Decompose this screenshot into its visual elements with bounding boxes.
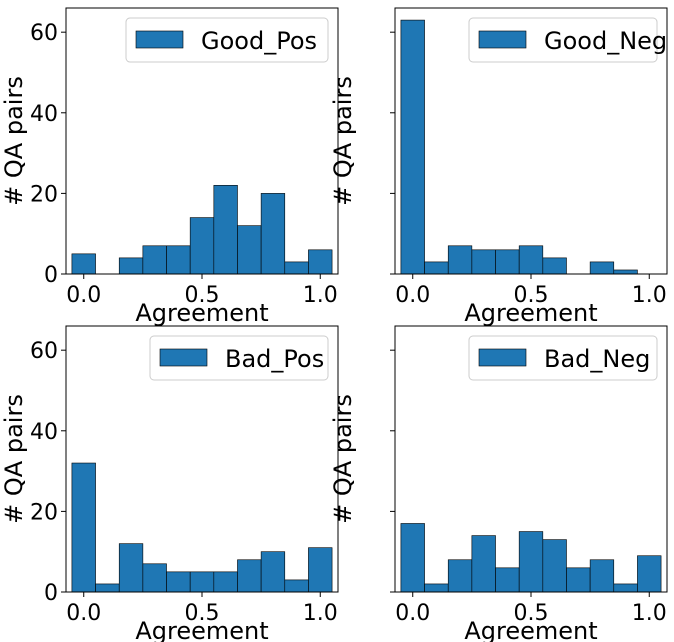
x-axis-label: Agreement [464,617,597,642]
histogram-bar [566,567,591,593]
x-tick-label: 1.0 [303,283,338,308]
x-tick-label: 1.0 [632,283,667,308]
bars [400,523,662,593]
x-axis-label: Agreement [135,617,268,642]
histogram-bar [589,261,615,275]
histogram-bar [166,245,191,275]
bars [71,462,333,593]
y-tick-label: 0 [44,263,58,288]
histogram-bar [166,571,191,593]
histogram-bar [542,257,567,275]
histogram-bar [400,19,425,275]
histogram-panel-2: 0.0 0.5 1.0 Agreement # QA pairs Good_Neg [329,7,668,327]
histogram-bar [95,583,120,593]
y-tick-label: 40 [30,102,58,127]
histogram-bar [189,217,215,275]
legend-box [468,335,658,381]
y-tick-label: 40 [30,420,58,445]
histogram-bar [400,523,425,593]
x-tick-label: 0.0 [66,601,101,626]
y-tick-label: 0 [44,581,58,606]
x-tick-label: 0.5 [185,601,220,626]
histogram-bar [118,257,144,275]
legend-label: Bad_Neg [544,345,650,373]
histogram-bar [613,583,638,593]
histogram-bar [471,535,496,593]
histogram-bar [284,579,309,593]
histogram-bar [424,583,449,593]
histogram-bar [308,249,333,275]
x-tick-label: 0.5 [185,283,220,308]
histogram-bar [237,225,262,275]
legend-box [468,17,658,63]
histogram-bar [589,559,615,593]
histogram-bar [237,559,262,593]
legend-swatch [478,30,527,49]
legend: Bad_Pos [149,335,329,381]
bars [400,19,638,275]
histogram-bar [447,245,473,275]
x-tick-label: 1.0 [303,601,338,626]
y-axis-label: # QA pairs [0,394,28,524]
y-tick-label: 20 [30,500,58,525]
histogram-bar [284,261,309,275]
histogram-bar [637,555,662,593]
x-tick-label: 0.5 [514,283,549,308]
x-axis-label: Agreement [464,299,597,327]
y-axis-label: # QA pairs [0,76,28,206]
legend-box [149,335,329,381]
legend-swatch [135,30,184,49]
histogram-bar [542,539,567,593]
histogram-bar [495,567,520,593]
histogram-bar [213,185,238,275]
legend: Good_Neg [468,17,667,63]
y-axis-label: # QA pairs [329,394,357,524]
legend: Good_Pos [125,17,329,63]
histogram-panel-4: 0.0 0.5 1.0 Agreement # QA pairs Bad_Neg [329,325,668,642]
legend-swatch [478,348,527,367]
histogram-bar [118,543,144,593]
histogram-bar [471,249,496,275]
histogram-bar [518,531,544,593]
histogram-bar [424,261,449,275]
histogram-bar [189,571,215,593]
x-axis-label: Agreement [135,299,268,327]
histogram-panel-3: 0 20 40 60 0.0 0.5 1.0 Agreement # QA pairs Bad_P… [0,325,339,642]
y-tick-label: 60 [30,339,58,364]
histogram-bar [213,571,238,593]
histogram-bar [447,559,473,593]
x-tick-label: 0.0 [395,601,430,626]
legend-box [125,17,329,63]
x-tick-label: 1.0 [632,601,667,626]
legend-label: Good_Pos [201,27,317,55]
histogram-bar [495,249,520,275]
histogram-bar [518,245,544,275]
histogram-bar [260,551,286,593]
y-axis-label: # QA pairs [329,76,357,206]
histogram-bar [71,253,96,275]
x-tick-label: 0.0 [395,283,430,308]
histogram-bar [260,193,286,275]
legend-label: Good_Neg [544,27,667,55]
legend-swatch [159,348,208,367]
histogram-bar [308,547,333,593]
x-tick-label: 0.5 [514,601,549,626]
histogram-bar [613,269,638,275]
bars [71,185,333,275]
y-tick-label: 20 [30,182,58,207]
histogram-bar [142,563,167,593]
histogram-panel-1: 0 20 40 60 0.0 0.5 1.0 Agreement # QA pairs Good_… [0,7,339,327]
histogram-bar [142,245,167,275]
x-tick-label: 0.0 [66,283,101,308]
legend-label: Bad_Pos [225,345,324,373]
histogram-bar [71,462,96,593]
y-tick-label: 60 [30,21,58,46]
legend: Bad_Neg [468,335,658,381]
